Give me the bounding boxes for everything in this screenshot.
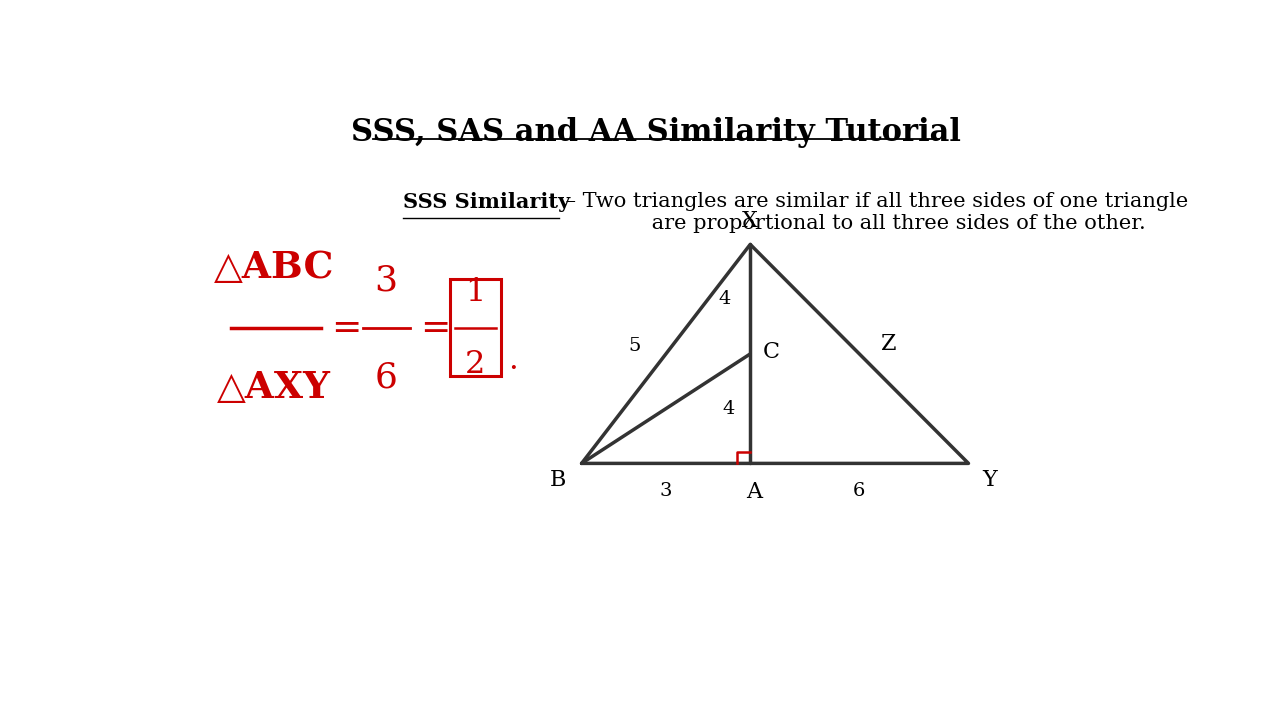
Text: 3: 3	[375, 263, 398, 297]
Text: SSS, SAS and AA Similarity Tutorial: SSS, SAS and AA Similarity Tutorial	[351, 117, 961, 148]
Text: △AXY: △AXY	[218, 369, 332, 406]
Text: 2: 2	[465, 348, 485, 379]
Text: 4: 4	[722, 400, 735, 418]
Text: =: =	[332, 310, 362, 345]
Text: 1: 1	[466, 277, 485, 308]
Text: 6: 6	[375, 361, 398, 395]
Text: C: C	[763, 341, 780, 363]
Text: X: X	[742, 210, 758, 233]
Text: .: .	[508, 346, 518, 377]
Text: SSS Similarity: SSS Similarity	[403, 192, 570, 212]
Text: Y: Y	[982, 469, 997, 491]
Text: 4: 4	[718, 290, 731, 308]
Text: 5: 5	[628, 336, 641, 354]
Bar	[449, 279, 502, 376]
Text: 3: 3	[659, 482, 672, 500]
Text: B: B	[549, 469, 566, 491]
Text: A: A	[746, 481, 762, 503]
Text: =: =	[421, 310, 451, 345]
Text: Z: Z	[881, 333, 897, 355]
Text: △ABC: △ABC	[214, 249, 334, 286]
Text: – Two triangles are similar if all three sides of one triangle
              are: – Two triangles are similar if all three…	[559, 192, 1188, 233]
Text: 6: 6	[854, 482, 865, 500]
